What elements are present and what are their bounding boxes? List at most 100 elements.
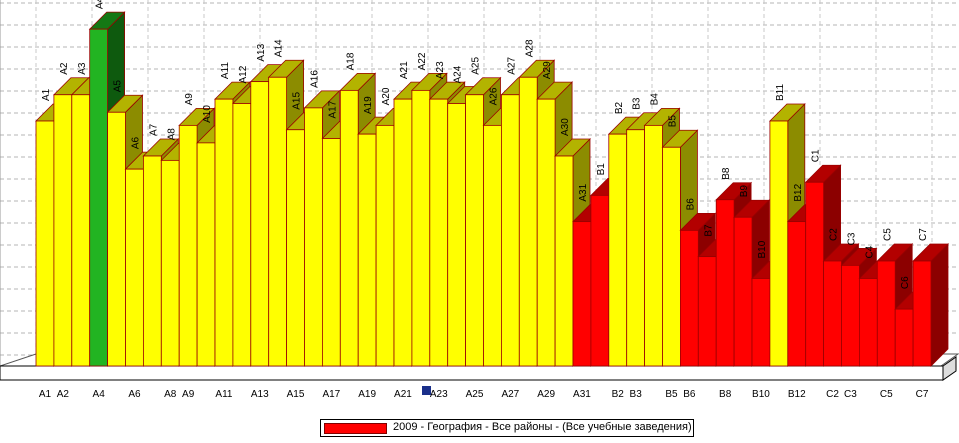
bar-label: A7 xyxy=(148,123,159,136)
bar-front xyxy=(35,120,55,367)
bar-front xyxy=(196,142,216,367)
bar-front xyxy=(357,133,377,367)
bar-label: A17 xyxy=(327,100,338,118)
bar-label: B11 xyxy=(775,84,786,101)
x-tick-label: A19 xyxy=(358,389,376,400)
bar-label: A6 xyxy=(130,136,141,149)
bar-front xyxy=(304,107,323,367)
bar-label: B5 xyxy=(667,115,678,128)
bar-front xyxy=(876,260,896,367)
bar-front xyxy=(697,256,717,367)
bar-label: A12 xyxy=(238,65,249,83)
bar-front xyxy=(232,103,252,367)
bar-label: A13 xyxy=(256,43,267,61)
bar-label: A1 xyxy=(41,88,52,101)
bar-label: B2 xyxy=(614,101,625,114)
bar-label: C2 xyxy=(829,228,840,241)
bar-label: C7 xyxy=(918,228,929,241)
bar-label: A3 xyxy=(77,62,88,75)
x-axis-ticks: A1 A2 A4 A6 A8 A9 A11 A13 A15 A17 A19 A21 A23 A25 A27 A… xyxy=(39,389,929,400)
x-tick-label: C3 xyxy=(844,389,857,400)
x-tick-label: A23 xyxy=(430,389,448,400)
bar-front xyxy=(769,120,789,367)
bar-side xyxy=(930,243,949,367)
bar-front xyxy=(483,124,502,367)
floor-side xyxy=(942,356,957,381)
bar-C7: C7 xyxy=(912,228,949,367)
bar-front xyxy=(590,194,610,367)
bar-label: A28 xyxy=(524,39,535,57)
x-tick-label: A8 xyxy=(164,389,177,400)
bar-label: A14 xyxy=(274,39,285,57)
bar-front xyxy=(178,124,198,367)
x-tick-label: A13 xyxy=(251,389,269,400)
bar-label: B10 xyxy=(757,240,768,258)
x-tick-label: B10 xyxy=(752,389,770,400)
bar-front xyxy=(125,168,144,367)
x-tick-label: A29 xyxy=(537,389,555,400)
bar-front xyxy=(680,229,699,367)
x-tick-label: A27 xyxy=(501,389,519,400)
bar-label: B9 xyxy=(739,185,750,198)
x-tick-label: A31 xyxy=(573,389,591,400)
bar-front xyxy=(375,124,395,367)
bar-label: C6 xyxy=(900,276,911,289)
bar-label: A21 xyxy=(399,61,410,79)
bar-front xyxy=(805,181,825,367)
bar-label: A23 xyxy=(435,61,446,79)
bar-front xyxy=(286,129,305,367)
bar-label: B7 xyxy=(703,224,714,237)
bar-front xyxy=(662,146,681,367)
bar-front xyxy=(859,278,878,367)
bar-front xyxy=(841,264,860,367)
bar-label: A25 xyxy=(471,57,482,75)
bar-front xyxy=(912,260,932,367)
x-tick-label: B8 xyxy=(719,389,732,400)
x-tick-label: B5 xyxy=(665,389,678,400)
axis-marker xyxy=(422,386,431,395)
x-tick-label: A15 xyxy=(287,389,305,400)
bar-front xyxy=(823,260,842,367)
bar-label: A26 xyxy=(488,87,499,105)
x-tick-label: B2 xyxy=(612,389,625,400)
x-tick-label: A21 xyxy=(394,389,412,400)
bar-label: C5 xyxy=(882,228,893,241)
x-tick-label: A2 xyxy=(57,389,70,400)
x-tick-label: C7 xyxy=(916,389,929,400)
bar-front xyxy=(214,98,234,367)
bar-front xyxy=(71,94,91,367)
bar-front xyxy=(89,28,108,367)
bar-label: A31 xyxy=(578,183,589,201)
bar-label: B12 xyxy=(793,183,804,201)
x-tick-label: A4 xyxy=(93,389,106,400)
bar-label: C4 xyxy=(864,245,875,258)
bar-front xyxy=(787,221,807,367)
bar-front xyxy=(465,94,484,367)
bar-front xyxy=(339,89,359,367)
bar-label: A15 xyxy=(292,92,303,110)
bar-label: B1 xyxy=(596,163,607,176)
bar-label: C3 xyxy=(846,232,857,245)
bar-front xyxy=(894,308,914,367)
bar-front xyxy=(500,94,520,367)
legend-swatch xyxy=(324,423,387,434)
bar-front xyxy=(626,129,646,367)
bar-label: A22 xyxy=(417,52,428,70)
bar-label: A8 xyxy=(166,128,177,141)
x-tick-label: C5 xyxy=(880,389,893,400)
bar-front xyxy=(268,76,288,367)
bar-label: A5 xyxy=(113,80,124,93)
bar-label: A11 xyxy=(220,62,231,79)
bar-label: A20 xyxy=(381,87,392,105)
bar-label: A24 xyxy=(453,65,464,83)
bar-front xyxy=(107,111,126,367)
bar-front xyxy=(572,221,592,367)
bar-front xyxy=(53,94,73,367)
legend: 2009 - География - Все районы - (Все уче… xyxy=(320,419,694,437)
bar-label: C1 xyxy=(811,149,822,162)
bar-label: A2 xyxy=(59,62,70,75)
bar-label: A29 xyxy=(542,61,553,79)
x-tick-label: C2 xyxy=(826,389,839,400)
bar-front xyxy=(429,98,449,367)
